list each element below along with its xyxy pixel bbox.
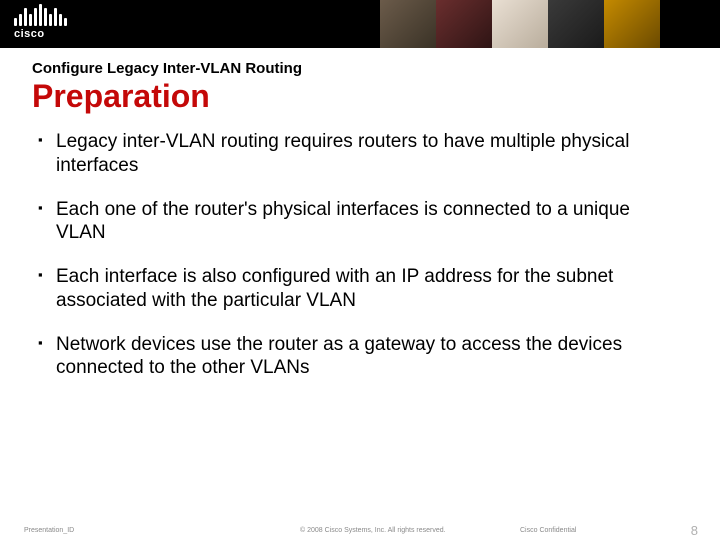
header-photo bbox=[380, 0, 436, 48]
slide-title: Preparation bbox=[32, 78, 210, 115]
footer-copyright: © 2008 Cisco Systems, Inc. All rights re… bbox=[300, 527, 446, 534]
bullet-item: Network devices use the router as a gate… bbox=[38, 333, 682, 381]
bullet-item: Legacy inter-VLAN routing requires route… bbox=[38, 130, 682, 178]
bullet-item: Each one of the router's physical interf… bbox=[38, 198, 682, 246]
bullet-list: Legacy inter-VLAN routing requires route… bbox=[38, 130, 682, 400]
cisco-logo: cisco bbox=[14, 4, 67, 40]
header-photo bbox=[492, 0, 548, 48]
footer-page-number: 8 bbox=[691, 523, 698, 538]
header-photo bbox=[436, 0, 492, 48]
cisco-logo-bars bbox=[14, 4, 67, 26]
header-bar: cisco bbox=[0, 0, 720, 48]
header-photo bbox=[548, 0, 604, 48]
footer-presentation-id: Presentation_ID bbox=[24, 527, 74, 534]
cisco-logo-text: cisco bbox=[14, 28, 67, 40]
footer-confidential: Cisco Confidential bbox=[520, 527, 576, 534]
slide: cisco Configure Legacy Inter-VLAN Routin… bbox=[0, 0, 720, 540]
bullet-item: Each interface is also configured with a… bbox=[38, 265, 682, 313]
header-photo bbox=[604, 0, 660, 48]
header-photo-strip bbox=[380, 0, 660, 48]
slide-subtitle: Configure Legacy Inter-VLAN Routing bbox=[32, 60, 302, 77]
